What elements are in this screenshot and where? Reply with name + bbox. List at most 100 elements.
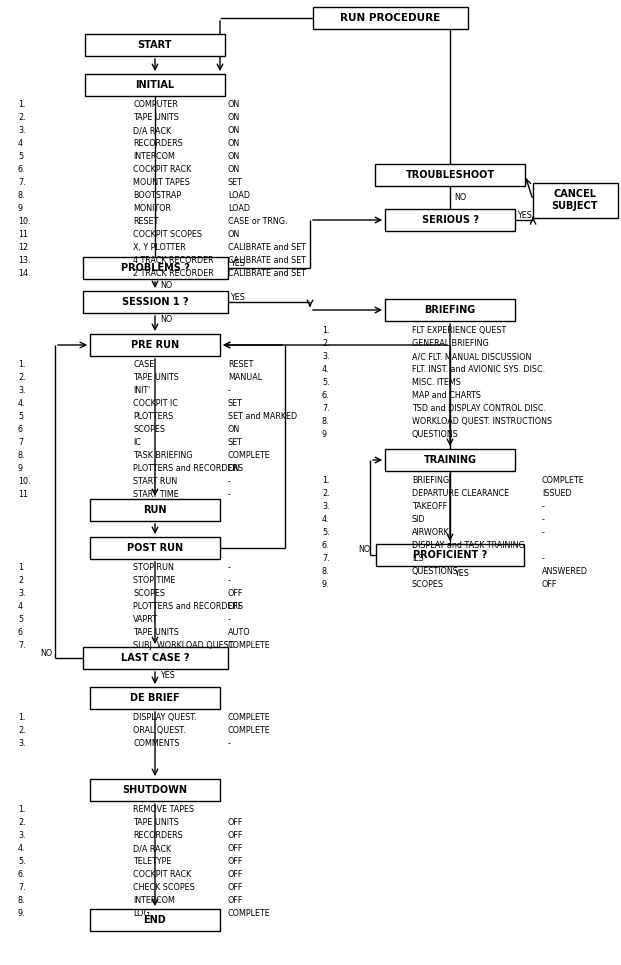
Text: -: -: [228, 477, 231, 486]
Text: 3.: 3.: [18, 589, 25, 598]
Text: 2.: 2.: [322, 489, 330, 498]
Text: 10.: 10.: [18, 477, 30, 486]
Text: LOAD: LOAD: [228, 191, 250, 200]
Text: RESET: RESET: [228, 360, 253, 369]
Text: OFF: OFF: [228, 883, 243, 892]
Text: DEPARTURE CLEARANCE: DEPARTURE CLEARANCE: [412, 489, 509, 498]
Text: CASE or TRNG.: CASE or TRNG.: [228, 217, 288, 226]
Bar: [385, 449, 515, 471]
Text: SET: SET: [228, 178, 243, 187]
Text: 12: 12: [18, 243, 28, 252]
Text: TROUBLESHOOT: TROUBLESHOOT: [406, 170, 494, 180]
Text: COMPLETE: COMPLETE: [228, 641, 271, 650]
Text: ON: ON: [228, 113, 240, 122]
Text: ON: ON: [228, 230, 240, 239]
Text: START TIME: START TIME: [133, 490, 179, 499]
Text: TSD and DISPLAY CONTROL DISC.: TSD and DISPLAY CONTROL DISC.: [412, 404, 546, 413]
Text: SCOPES: SCOPES: [133, 589, 165, 598]
Bar: [90, 779, 220, 801]
Text: MANUAL: MANUAL: [228, 373, 262, 382]
Bar: [90, 499, 220, 521]
Bar: [532, 182, 617, 217]
Text: COMPLETE: COMPLETE: [228, 713, 271, 722]
Text: SUBJ. WORKLOAD QUEST.: SUBJ. WORKLOAD QUEST.: [133, 641, 235, 650]
Text: NO: NO: [40, 648, 52, 657]
Text: CHECK SCOPES: CHECK SCOPES: [133, 883, 195, 892]
Text: INTERCOM: INTERCOM: [133, 152, 175, 161]
Text: 3.: 3.: [322, 352, 330, 361]
Text: ANSWERED: ANSWERED: [542, 567, 588, 576]
Text: PRE RUN: PRE RUN: [131, 340, 179, 350]
Text: 11: 11: [18, 490, 28, 499]
Text: 2: 2: [18, 576, 23, 585]
Text: 2.: 2.: [18, 113, 25, 122]
Text: INTERCOM: INTERCOM: [133, 896, 175, 905]
Text: 4.: 4.: [322, 365, 330, 374]
Bar: [83, 291, 227, 313]
Text: SERIOUS ?: SERIOUS ?: [422, 215, 479, 225]
Text: OFF: OFF: [228, 857, 243, 866]
Text: -: -: [228, 386, 231, 395]
Text: 5.: 5.: [18, 857, 25, 866]
Text: LOAD: LOAD: [228, 204, 250, 213]
Text: CALIBRATE and SET: CALIBRATE and SET: [228, 243, 306, 252]
Text: LOG: LOG: [133, 909, 150, 918]
Text: FLT EXPERIENCE QUEST: FLT EXPERIENCE QUEST: [412, 326, 506, 335]
Text: ON: ON: [228, 126, 240, 135]
Bar: [90, 687, 220, 709]
Text: ON: ON: [228, 165, 240, 174]
Bar: [83, 647, 227, 669]
Text: TAPE UNITS: TAPE UNITS: [133, 373, 179, 382]
Text: OFF: OFF: [228, 818, 243, 827]
Text: 3.: 3.: [18, 739, 25, 748]
Text: ILS: ILS: [412, 554, 424, 563]
Text: 6.: 6.: [322, 541, 330, 550]
Text: TELETYPE: TELETYPE: [133, 857, 171, 866]
Text: WORKLOAD QUEST. INSTRUCTIONS: WORKLOAD QUEST. INSTRUCTIONS: [412, 417, 552, 426]
Text: BRIEFING: BRIEFING: [424, 305, 476, 315]
Text: DISPLAY QUEST.: DISPLAY QUEST.: [133, 713, 197, 722]
Text: 4.: 4.: [18, 399, 25, 408]
Text: OFF: OFF: [228, 602, 243, 611]
Text: SESSION 1 ?: SESSION 1 ?: [122, 297, 188, 307]
Text: ISSUED: ISSUED: [542, 489, 571, 498]
Text: NO: NO: [454, 193, 466, 202]
Text: 1.: 1.: [322, 476, 330, 485]
Text: 5: 5: [18, 152, 23, 161]
Text: NO: NO: [160, 315, 172, 323]
Text: D/A RACK: D/A RACK: [133, 126, 171, 135]
Text: 3.: 3.: [18, 386, 25, 395]
Text: 6: 6: [18, 425, 23, 434]
Text: 7.: 7.: [18, 178, 25, 187]
Text: INIT': INIT': [133, 386, 150, 395]
Text: CALIBRATE and SET: CALIBRATE and SET: [228, 269, 306, 278]
Text: 1.: 1.: [322, 326, 330, 335]
Text: SCOPES: SCOPES: [133, 425, 165, 434]
Text: NO: NO: [160, 281, 172, 290]
Text: PROBLEMS ?: PROBLEMS ?: [120, 263, 189, 273]
Text: POST RUN: POST RUN: [127, 543, 183, 553]
Text: QUESTIONS: QUESTIONS: [412, 430, 459, 439]
Text: ORAL QUEST.: ORAL QUEST.: [133, 726, 186, 735]
Text: OFF: OFF: [228, 589, 243, 598]
Text: COMPLETE: COMPLETE: [228, 451, 271, 460]
Text: -: -: [542, 502, 545, 511]
Text: MOUNT TAPES: MOUNT TAPES: [133, 178, 190, 187]
Text: -: -: [542, 554, 545, 563]
Text: SCOPES: SCOPES: [412, 580, 444, 589]
Text: AIRWORK: AIRWORK: [412, 528, 450, 537]
Text: COMPUTER: COMPUTER: [133, 100, 178, 109]
Text: 2.: 2.: [18, 726, 25, 735]
Bar: [90, 909, 220, 931]
Text: 9.: 9.: [322, 580, 330, 589]
Text: COCKPIT SCOPES: COCKPIT SCOPES: [133, 230, 202, 239]
Text: DE BRIEF: DE BRIEF: [130, 693, 180, 703]
Text: 1.: 1.: [18, 805, 25, 814]
Text: RECORDERS: RECORDERS: [133, 831, 183, 840]
Text: 6.: 6.: [18, 870, 25, 879]
Bar: [385, 299, 515, 321]
Text: 4.: 4.: [18, 844, 25, 853]
Text: PLOTTERS and RECORDERS: PLOTTERS and RECORDERS: [133, 464, 243, 473]
Text: YES: YES: [517, 210, 532, 219]
Text: ON: ON: [228, 425, 240, 434]
